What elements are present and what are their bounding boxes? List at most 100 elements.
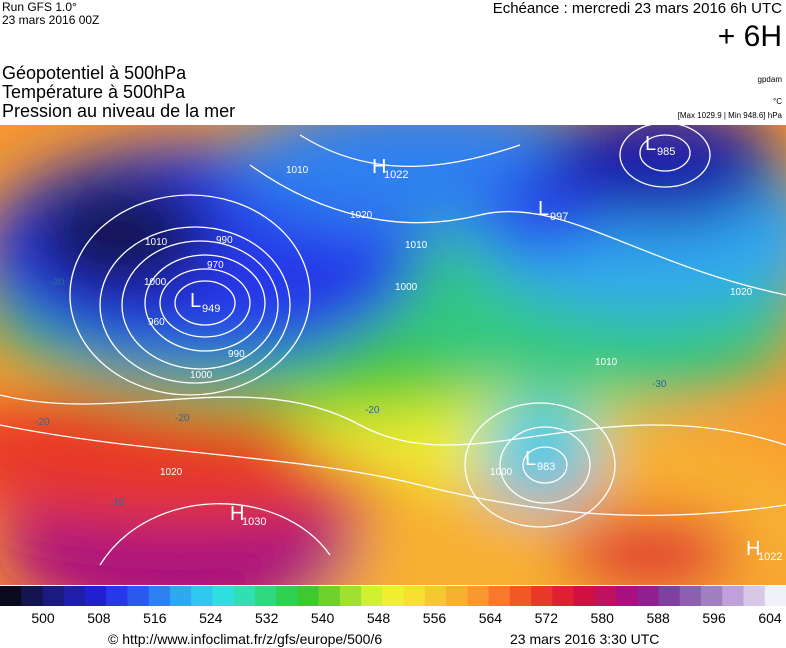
contour-label: 990 <box>216 235 233 246</box>
colorbar-swatch <box>42 586 65 606</box>
contour-label: 1010 <box>286 165 309 176</box>
colorbar-label: 532 <box>255 610 279 626</box>
center-symbol: L <box>525 448 536 470</box>
contour-label: 1010 <box>145 237 168 248</box>
contour-label: 1010 <box>405 240 428 251</box>
colorbar-swatch <box>233 586 256 606</box>
colorbar-swatch <box>191 586 213 606</box>
contour-label: 970 <box>207 260 224 271</box>
colorbar-label: 564 <box>479 610 503 626</box>
colorbar-swatch <box>63 586 86 606</box>
contour-label: -30 <box>50 277 65 288</box>
center-symbol: L <box>645 133 656 155</box>
offset: + 6H <box>717 20 782 53</box>
contour-label: 1020 <box>350 210 373 221</box>
unit: °C <box>773 97 782 106</box>
colorbar-label: 588 <box>646 610 670 626</box>
contour-label: -20 <box>35 417 50 428</box>
colorbar-swatch <box>446 586 468 606</box>
colorbar-label: 548 <box>367 610 391 626</box>
title: Géopotentiel à 500hPa <box>2 63 187 83</box>
colorbar-swatch <box>339 586 362 606</box>
center-value: 1022 <box>758 551 782 563</box>
colorbar-swatch <box>467 586 490 606</box>
colorbar-label: 540 <box>311 610 335 626</box>
pressure-range: [Max 1029.9 | Min 948.6] hPa <box>677 111 782 120</box>
contour-label: 1020 <box>160 467 183 478</box>
run-date: 23 mars 2016 00Z <box>2 13 100 27</box>
colorbar-label: 524 <box>199 610 223 626</box>
contour-label: 1000 <box>395 282 418 293</box>
colorbar-swatch <box>84 586 107 606</box>
contour-label: -20 <box>365 405 380 416</box>
contour-label: 990 <box>228 349 245 360</box>
colorbar-swatch <box>701 586 723 606</box>
colorbar-swatch <box>616 586 638 606</box>
center-value: 997 <box>550 211 568 223</box>
center-symbol: H <box>372 156 386 178</box>
colorbar-swatch <box>297 586 320 606</box>
title: Température à 500hPa <box>2 82 186 102</box>
colorbar-swatch <box>148 586 171 606</box>
colorbar-swatch <box>254 586 277 606</box>
echeance: Echéance : mercredi 23 mars 2016 6h UTC <box>492 0 782 17</box>
colorbar-label: 556 <box>423 610 447 626</box>
colorbar-swatch <box>531 586 553 606</box>
center-value: 1022 <box>384 169 408 181</box>
colorbar-swatch <box>509 586 532 606</box>
run: Run GFS 1.0° <box>2 0 77 14</box>
colorbar-swatch <box>212 586 235 606</box>
colorbar-swatch <box>637 586 660 606</box>
colorbar-label: 596 <box>702 610 726 626</box>
title: Pression au niveau de la mer <box>2 101 236 121</box>
contour-label: 1010 <box>595 357 618 368</box>
colorbar-swatch <box>276 586 298 606</box>
colorbar-swatch <box>573 586 596 606</box>
colorbar-label: 572 <box>535 610 559 626</box>
center-symbol: H <box>746 538 760 560</box>
colorbar-swatch <box>679 586 702 606</box>
center-value: 949 <box>202 303 220 315</box>
colorbar-swatch <box>382 586 405 606</box>
contour-label: -10 <box>110 497 125 508</box>
colorbar-label: 604 <box>758 610 782 626</box>
contour-label: 1000 <box>490 467 513 478</box>
unit: gpdam <box>757 75 782 84</box>
colorbar-label: 580 <box>591 610 615 626</box>
colorbar-swatch <box>594 586 617 606</box>
contour-label: 1020 <box>730 287 753 298</box>
center-value: 985 <box>657 146 675 158</box>
colorbar-swatch <box>0 586 22 606</box>
colorbar-label: 500 <box>31 610 55 626</box>
colorbar-swatch <box>658 586 681 606</box>
colorbar-swatch <box>21 586 43 606</box>
colorbar-swatch <box>169 586 192 606</box>
colorbar-swatch <box>127 586 150 606</box>
footer-time: 23 mars 2016 3:30 UTC <box>510 631 660 647</box>
colorbar-swatch <box>424 586 447 606</box>
colorbar-swatch <box>552 586 575 606</box>
colorbar-swatch <box>722 586 745 606</box>
center-value: 1030 <box>242 516 266 528</box>
center-symbol: H <box>230 503 244 525</box>
colorbar-swatch <box>106 586 128 606</box>
colorbar-swatch <box>361 586 383 606</box>
colorbar-swatch <box>318 586 341 606</box>
colorbar-swatch <box>743 586 766 606</box>
contour-label: -20 <box>175 413 190 424</box>
colorbar-label: 516 <box>143 610 167 626</box>
contour-label: 1000 <box>190 370 213 381</box>
center-symbol: L <box>190 290 201 312</box>
contour-label: -30 <box>652 379 667 390</box>
contour-label: 960 <box>148 317 165 328</box>
colorbar-label: 508 <box>87 610 111 626</box>
center-value: 983 <box>537 461 555 473</box>
colorbar-swatch <box>403 586 426 606</box>
colorbar-swatch <box>488 586 511 606</box>
contour-label: 1000 <box>144 277 167 288</box>
footer-url: © http://www.infoclimat.fr/z/gfs/europe/… <box>108 631 383 647</box>
center-symbol: L <box>538 198 549 220</box>
colorbar: 500 508 516 524 532 540 548 556 564 572 580 588 596 6… <box>0 586 786 626</box>
